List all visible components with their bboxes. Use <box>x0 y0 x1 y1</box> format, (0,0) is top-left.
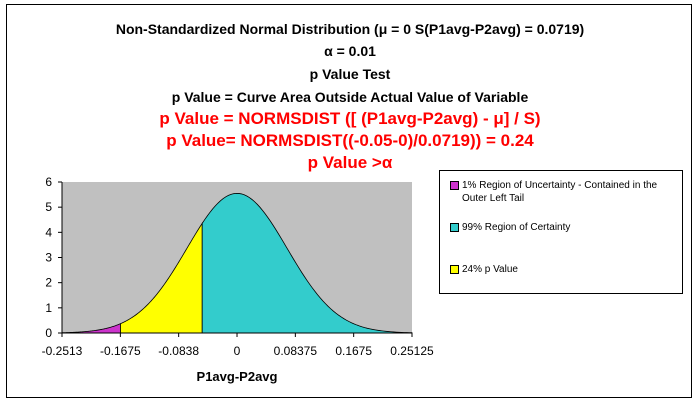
x-tick-label-5: 0.1675 <box>335 344 372 358</box>
legend-swatch-pvalue <box>450 265 459 274</box>
legend-label-tail: 1% Region of Uncertainty - Contained in … <box>462 180 658 204</box>
x-tick-label-2: -0.0838 <box>158 344 199 358</box>
legend: 1% Region of Uncertainty - Contained in … <box>439 170 683 294</box>
x-tick-label-6: 0.25125 <box>390 344 434 358</box>
y-tick-label-4: 4 <box>45 225 52 239</box>
legend-label-pvalue: 24% p Value <box>462 264 518 275</box>
title-line-2: α = 0.01 <box>324 43 376 59</box>
x-tick-label-3: 0 <box>234 344 241 358</box>
y-tick-label-3: 3 <box>45 251 52 265</box>
y-tick-label-0: 0 <box>45 326 52 340</box>
region-2 <box>201 192 413 334</box>
x-tick-label-4: 0.08375 <box>274 344 318 358</box>
y-tick-label-1: 1 <box>45 301 52 315</box>
title-line-6: p Value= NORMSDIST((-0.05-0)/0.0719)) = … <box>166 131 534 150</box>
region-1 <box>120 222 203 334</box>
x-axis-label: P1avg-P2avg <box>197 369 278 384</box>
x-tick-label-1: -0.1675 <box>100 344 141 358</box>
region-0 <box>61 323 121 334</box>
y-tick-label-6: 6 <box>45 175 52 189</box>
title-line-4: p Value = Curve Area Outside Actual Valu… <box>171 89 529 105</box>
legend-swatch-certainty <box>450 223 459 232</box>
y-tick-label-5: 5 <box>45 200 52 214</box>
title-line-3: p Value Test <box>309 66 391 82</box>
y-tick-label-2: 2 <box>45 276 52 290</box>
legend-label-certainty: 99% Region of Certainty <box>462 222 571 233</box>
title-line-1: Non-Standardized Normal Distribution (μ … <box>115 21 585 37</box>
x-tick-label-0: -0.2513 <box>42 344 83 358</box>
legend-swatch-tail <box>450 181 459 190</box>
title-line-7: p Value >α <box>307 153 393 172</box>
title-line-5: p Value = NORMSDIST ([ (P1avg-P2avg) - μ… <box>159 109 541 128</box>
